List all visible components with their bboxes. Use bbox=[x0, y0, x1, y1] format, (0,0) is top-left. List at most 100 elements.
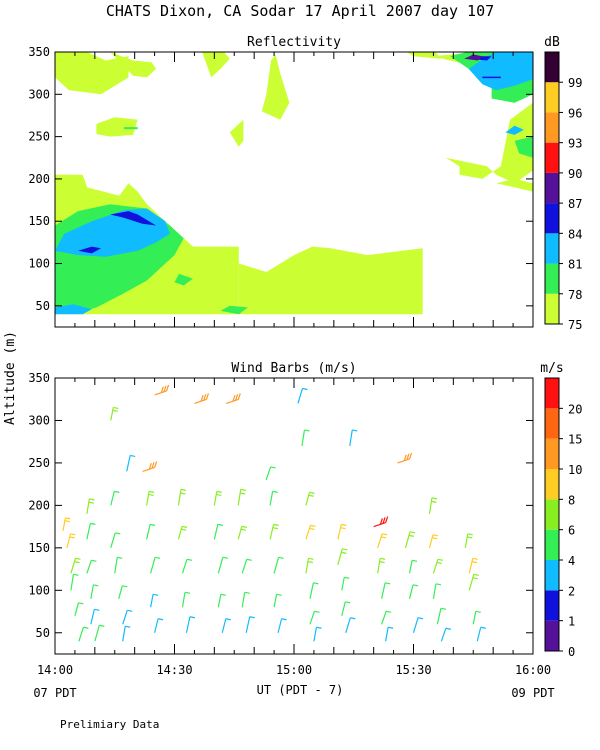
reflectivity-region-75 bbox=[55, 174, 88, 188]
y-tick-label: 250 bbox=[28, 456, 50, 470]
x-tick-sublabel: 09 PDT bbox=[511, 686, 554, 700]
wind-barb bbox=[309, 610, 320, 625]
wind-barb bbox=[146, 523, 156, 540]
colorbar-swatch bbox=[545, 112, 559, 143]
wind-barb bbox=[428, 534, 439, 549]
colorbar-label: 10 bbox=[568, 463, 582, 477]
wind-barb bbox=[404, 531, 416, 549]
wind-barb bbox=[373, 516, 389, 528]
y-tick-label: 200 bbox=[28, 172, 50, 186]
wind-barb bbox=[337, 548, 348, 565]
colorbar-frame bbox=[544, 51, 560, 325]
colorbar-label: 0 bbox=[568, 645, 575, 659]
wind-barb bbox=[78, 626, 89, 642]
wind-barb bbox=[269, 523, 279, 540]
wind-barb bbox=[436, 607, 447, 625]
colorbar-frame bbox=[544, 377, 560, 652]
wind-barb bbox=[110, 490, 120, 506]
colorbar-swatch bbox=[545, 378, 559, 409]
y-tick-label: 50 bbox=[36, 299, 50, 313]
wind-frame bbox=[54, 377, 534, 655]
wind-barb bbox=[265, 466, 276, 481]
y-tick-label: 150 bbox=[28, 541, 50, 555]
colorbar-swatch bbox=[545, 408, 559, 439]
y-tick-label: 200 bbox=[28, 498, 50, 512]
altitude-axis-label: Altitude (m) bbox=[3, 331, 18, 425]
reflectivity-region-81 bbox=[468, 52, 533, 91]
wind-barb bbox=[468, 557, 478, 574]
wind-axes: 50 100 150 200 250 300 350 bbox=[28, 371, 534, 654]
y-tick-label: 350 bbox=[28, 371, 50, 385]
wind-barb bbox=[408, 584, 419, 599]
wind-barb bbox=[194, 393, 209, 405]
wind-barbs bbox=[62, 384, 486, 642]
wind-barb bbox=[377, 557, 386, 574]
wind-barb bbox=[341, 601, 351, 616]
wind-barb bbox=[305, 524, 316, 540]
wind-barb bbox=[126, 454, 136, 472]
colorbar-label: 99 bbox=[568, 76, 582, 90]
wind-barb bbox=[110, 532, 121, 549]
colorbar-swatch bbox=[545, 263, 559, 294]
wind-barb bbox=[472, 610, 481, 625]
colorbar-label: 90 bbox=[568, 167, 582, 181]
wind-barb bbox=[177, 488, 187, 506]
wind-barb bbox=[313, 626, 322, 642]
colorbar-label: 8 bbox=[568, 493, 575, 507]
wind-barb bbox=[181, 558, 193, 574]
y-tick-label: 50 bbox=[36, 626, 50, 640]
wind-barb bbox=[269, 490, 278, 506]
wind-barb bbox=[241, 591, 250, 608]
wind-barb bbox=[381, 610, 392, 625]
wind-barb bbox=[397, 452, 413, 464]
wind-barb bbox=[273, 556, 284, 574]
time-axis-labels: 14:00 07 PDT 14:30 15:00 15:30 16:00 09 PDT bbox=[33, 663, 554, 700]
colorbar-swatch bbox=[545, 142, 559, 173]
colorbar-label: 2 bbox=[568, 584, 575, 598]
y-tick-label: 300 bbox=[28, 87, 50, 101]
y-tick-label: 250 bbox=[28, 130, 50, 144]
wind-colorbar-unit: m/s bbox=[540, 361, 563, 376]
colorbar-swatch bbox=[545, 438, 559, 469]
reflectivity-region-81 bbox=[55, 304, 92, 315]
colorbar-swatch bbox=[545, 499, 559, 530]
reflectivity-region-75 bbox=[229, 119, 244, 147]
colorbar-swatch bbox=[545, 293, 559, 324]
colorbar-label: 6 bbox=[568, 524, 575, 538]
reflectivity-region-75 bbox=[55, 52, 129, 95]
wind-barb bbox=[345, 617, 356, 633]
reflectivity-region-75 bbox=[261, 54, 290, 120]
wind-barb bbox=[86, 498, 95, 514]
wind-barb bbox=[181, 591, 191, 608]
colorbar-swatch bbox=[545, 52, 559, 83]
colorbar-swatch bbox=[545, 469, 559, 500]
reflectivity-colorbar: 75 78 81 84 87 90 93 96 99 bbox=[544, 51, 582, 332]
reflectivity-region-75 bbox=[496, 178, 533, 192]
reflectivity-region-78 bbox=[514, 136, 533, 158]
y-tick-label: 150 bbox=[28, 214, 50, 228]
wind-barb bbox=[217, 593, 226, 608]
wind-barb bbox=[412, 617, 424, 633]
colorbar-label: 1 bbox=[568, 615, 575, 629]
wind-barb bbox=[185, 616, 196, 633]
colorbar-label: 84 bbox=[568, 227, 582, 241]
wind-barb bbox=[385, 626, 394, 642]
wind-barb bbox=[213, 523, 223, 540]
wind-barb bbox=[122, 625, 131, 642]
colorbar-swatch bbox=[545, 233, 559, 264]
reflectivity-axes: 50 100 150 200 250 300 350 bbox=[28, 45, 534, 327]
reflectivity-region-84 bbox=[110, 211, 157, 226]
wind-barb bbox=[440, 627, 452, 642]
y-tick-label: 300 bbox=[28, 413, 50, 427]
wind-barb bbox=[62, 517, 71, 531]
reflectivity-contours bbox=[55, 52, 533, 315]
reflectivity-region-75 bbox=[110, 52, 157, 78]
wind-barb bbox=[110, 406, 119, 421]
colorbar-swatch bbox=[545, 529, 559, 560]
wind-barb bbox=[297, 387, 308, 404]
x-tick-label: 16:00 bbox=[515, 663, 551, 677]
x-tick-sublabel: 07 PDT bbox=[33, 686, 76, 700]
wind-barb bbox=[305, 557, 314, 574]
reflectivity-region-87 bbox=[464, 54, 483, 61]
colorbar-swatch bbox=[545, 590, 559, 621]
